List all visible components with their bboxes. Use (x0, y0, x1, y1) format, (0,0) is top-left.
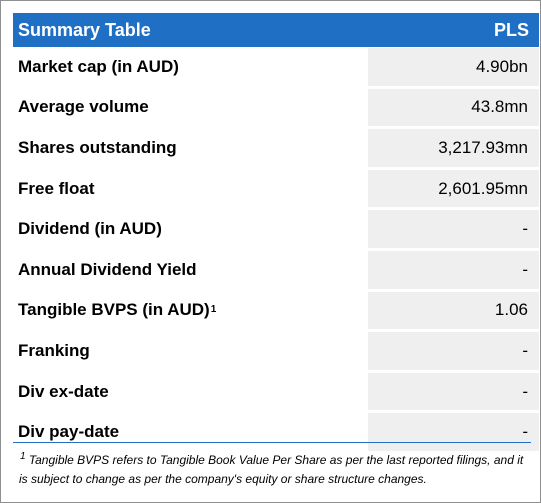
row-value: - (368, 210, 539, 248)
table-row: Dividend (in AUD) - (13, 209, 539, 250)
row-value: 43.8mn (368, 88, 539, 127)
row-value: 2,601.95mn (368, 169, 539, 208)
row-label-text: Div pay-date (18, 422, 120, 442)
row-value: - (368, 372, 539, 411)
row-label-text: Dividend (in AUD) (18, 219, 162, 239)
row-label-text: Average volume (18, 97, 149, 117)
row-label-text: Annual Dividend Yield (18, 259, 197, 279)
row-label-text: Shares outstanding (18, 137, 177, 157)
row-label: Shares outstanding (13, 128, 368, 169)
footnote: 1 Tangible BVPS refers to Tangible Book … (19, 451, 524, 489)
row-label: Average volume (13, 88, 368, 129)
row-label: Div ex-date (13, 372, 368, 413)
row-label: Tangible BVPS (in AUD) 1 (13, 291, 368, 332)
row-label: Div pay-date (13, 412, 368, 453)
table-row: Tangible BVPS (in AUD) 1 1.06 (13, 291, 539, 332)
row-value: - (368, 332, 539, 370)
row-label-text: Tangible BVPS (in AUD) (18, 300, 210, 320)
row-value: - (368, 413, 539, 451)
row-value: 4.90bn (368, 48, 539, 86)
row-value: 3,217.93mn (368, 129, 539, 167)
table-title: Summary Table (18, 19, 151, 40)
summary-table: Summary Table PLS Market cap (in AUD) 4.… (13, 13, 539, 453)
table-row: Shares outstanding 3,217.93mn (13, 128, 539, 169)
row-label-text: Market cap (in AUD) (18, 56, 179, 76)
row-label: Dividend (in AUD) (13, 209, 368, 250)
footnote-divider (13, 442, 531, 443)
table-row: Div ex-date - (13, 372, 539, 413)
table-row: Div pay-date - (13, 412, 539, 453)
row-label-text: Franking (18, 340, 90, 360)
row-value: - (368, 250, 539, 289)
row-label: Free float (13, 169, 368, 210)
row-label-text: Div ex-date (18, 381, 109, 401)
row-label: Annual Dividend Yield (13, 250, 368, 291)
footnote-text: Tangible BVPS refers to Tangible Book Va… (19, 453, 524, 486)
table-row: Franking - (13, 331, 539, 372)
row-label: Franking (13, 331, 368, 372)
footnote-marker: 1 (20, 451, 26, 462)
table-row: Free float 2,601.95mn (13, 169, 539, 210)
table-header: Summary Table PLS (13, 13, 539, 47)
table-ticker: PLS (493, 19, 529, 40)
row-value: 1.06 (368, 291, 539, 330)
table-row: Market cap (in AUD) 4.90bn (13, 47, 539, 88)
table-row: Annual Dividend Yield - (13, 250, 539, 291)
row-label-text: Free float (18, 178, 95, 198)
row-label: Market cap (in AUD) (13, 47, 368, 88)
table-row: Average volume 43.8mn (13, 88, 539, 129)
